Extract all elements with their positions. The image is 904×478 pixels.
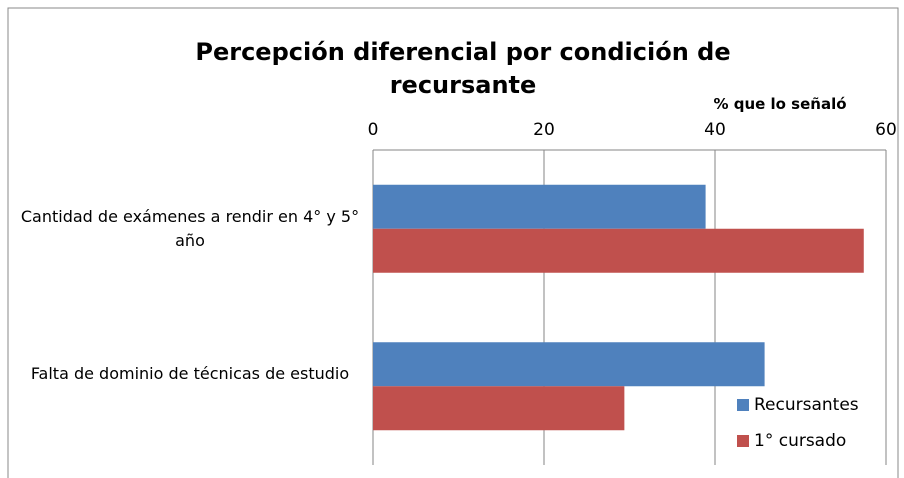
chart-title: Percepción diferencial por condición de … (195, 38, 731, 99)
x-tick-label: 20 (533, 120, 555, 140)
y-tick-label: Falta de dominio de técnicas de estudio (30, 364, 350, 384)
chart-border (7, 7, 899, 478)
x-tick-label: 40 (704, 120, 726, 140)
legend-swatch (737, 399, 749, 411)
legend-swatch (737, 435, 749, 447)
x-tick-label: 60 (875, 120, 897, 140)
legend-label: Recursantes (754, 395, 859, 415)
bar (373, 184, 706, 229)
legend-label: 1° cursado (754, 431, 846, 451)
bar (373, 342, 765, 387)
x-axis-label: % que lo señaló (713, 95, 847, 113)
x-tick-label: 0 (368, 120, 379, 140)
bar (373, 228, 864, 273)
bar (373, 386, 625, 431)
y-tick-label: Cantidad de exámenes a rendir en 4° y 5°… (20, 206, 360, 250)
